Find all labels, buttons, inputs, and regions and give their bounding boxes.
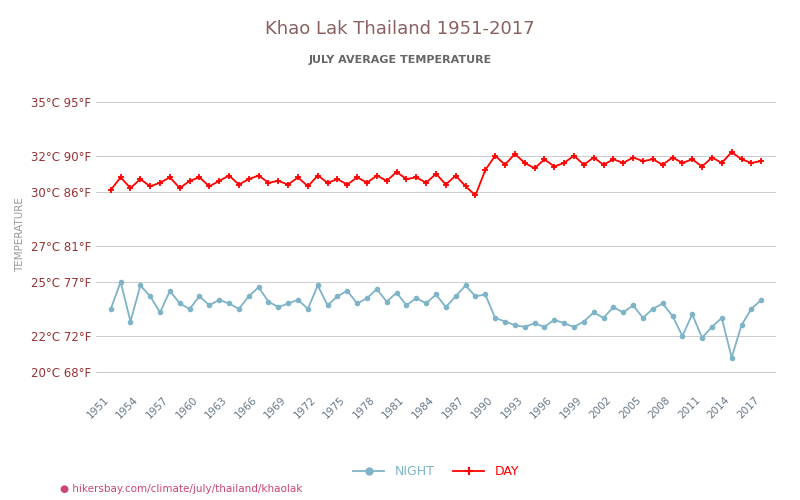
Text: JULY AVERAGE TEMPERATURE: JULY AVERAGE TEMPERATURE <box>308 55 492 65</box>
Legend: NIGHT, DAY: NIGHT, DAY <box>348 460 524 483</box>
Text: Khao Lak Thailand 1951-2017: Khao Lak Thailand 1951-2017 <box>265 20 535 38</box>
Text: ● hikersbay.com/climate/july/thailand/khaolak: ● hikersbay.com/climate/july/thailand/kh… <box>60 484 302 494</box>
Y-axis label: TEMPERATURE: TEMPERATURE <box>15 198 26 272</box>
